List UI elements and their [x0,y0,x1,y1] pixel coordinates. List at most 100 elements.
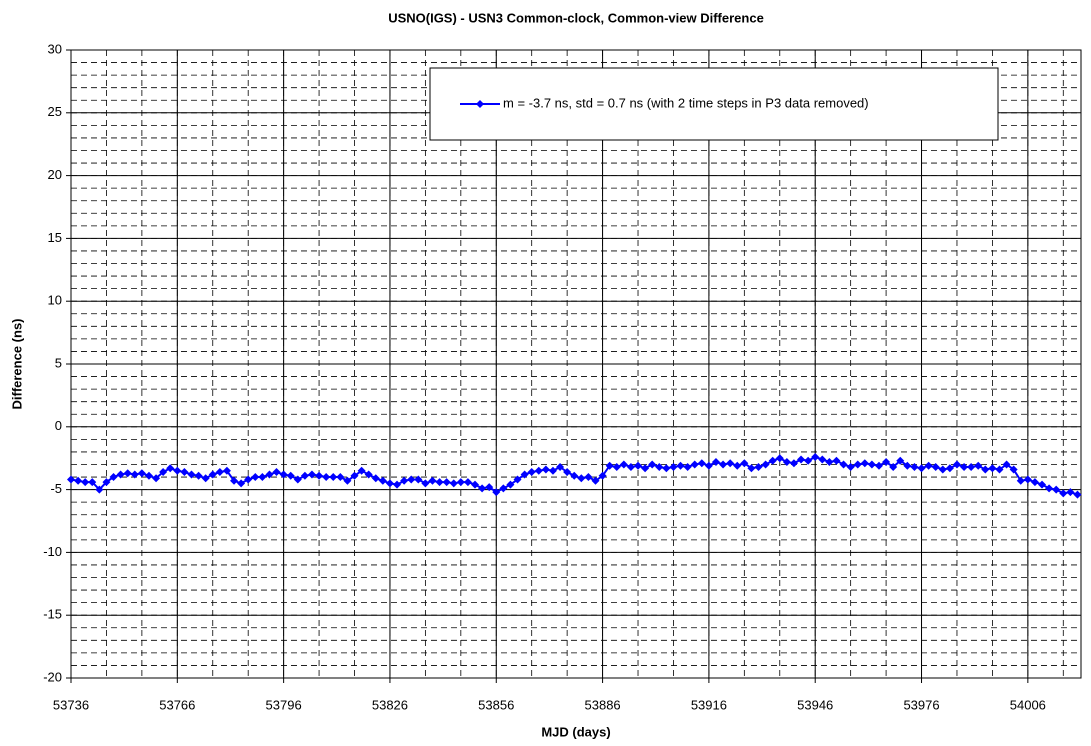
data-point [322,473,331,482]
data-point [967,462,976,471]
data-point [116,470,125,479]
data-point [548,466,557,475]
data-point [662,464,671,473]
data-point [655,462,664,471]
data-point [1073,490,1082,499]
data-point [385,479,394,488]
x-tick-label: 54006 [1010,697,1046,712]
data-point [315,471,324,480]
y-tick-label: -20 [43,669,62,684]
data-point [414,475,423,484]
data-point [619,460,628,469]
y-tick-label: 20 [48,167,62,182]
data-point [357,466,366,475]
data-point [789,459,798,468]
data-point [166,464,175,473]
data-point [258,473,267,482]
data-point [591,476,600,485]
data-point [825,457,834,466]
data-point [463,478,472,487]
data-point [286,471,295,480]
data-point [1066,488,1075,497]
data-point [711,457,720,466]
data-point [556,462,565,471]
legend-box [429,67,999,141]
data-point [782,457,791,466]
data-point [903,461,912,470]
x-tick-label: 53736 [53,697,89,712]
data-point [499,484,508,493]
data-point [215,468,224,477]
data-point [208,470,217,479]
data-point [123,469,132,478]
data-point [648,460,657,469]
data-point [931,462,940,471]
data-point [775,454,784,463]
y-tick-label: 5 [55,355,62,370]
data-point [144,471,153,480]
data-point [626,462,635,471]
data-point [867,460,876,469]
data-point [811,452,820,461]
data-point [300,471,309,480]
data-point [910,462,919,471]
data-point [520,470,529,479]
data-point [733,461,742,470]
x-tick-label: 53886 [585,697,621,712]
data-point [995,465,1004,474]
data-point [747,464,756,473]
data-point [960,462,969,471]
data-point [740,459,749,468]
data-point [917,464,926,473]
legend-label: m = -3.7 ns, std = 0.7 ns (with 2 time s… [503,95,869,110]
data-point [952,460,961,469]
data-point [598,471,607,480]
data-point [1052,485,1061,494]
data-point [1038,480,1047,489]
data-point [513,475,522,484]
y-tick-label: 0 [55,418,62,433]
data-point [506,480,515,489]
y-tick-label: 15 [48,230,62,245]
data-point [1002,460,1011,469]
data-point [988,464,997,473]
data-point [88,478,97,487]
data-point [407,475,416,484]
data-point [222,466,231,475]
data-point [152,474,161,483]
data-point [1009,465,1018,474]
data-point [974,461,983,470]
data-point [683,462,692,471]
data-point [1045,484,1054,493]
data-point [1059,489,1068,498]
data-point [534,466,543,475]
data-point [832,456,841,465]
data-point [563,468,572,477]
data-point [853,460,862,469]
data-point [818,455,827,464]
data-point [924,461,933,470]
data-point [251,473,260,482]
plot-border [70,49,1082,679]
x-tick-label: 53916 [691,697,727,712]
y-tick-label: 25 [48,104,62,119]
y-tick-label: 30 [48,41,62,56]
data-point [364,470,373,479]
data-point [938,465,947,474]
data-point [329,473,338,482]
data-point [435,478,444,487]
data-point [860,459,869,468]
data-point [1023,475,1032,484]
data-point [704,461,713,470]
data-point [180,468,189,477]
data-point [74,476,83,485]
data-point [839,460,848,469]
data-point [159,468,168,477]
data-point [605,461,614,470]
data-point [130,470,139,479]
data-point [612,462,621,471]
data-point [1030,478,1039,487]
chart-title: USNO(IGS) - USN3 Common-clock, Common-vi… [388,10,764,25]
data-point [527,468,536,477]
